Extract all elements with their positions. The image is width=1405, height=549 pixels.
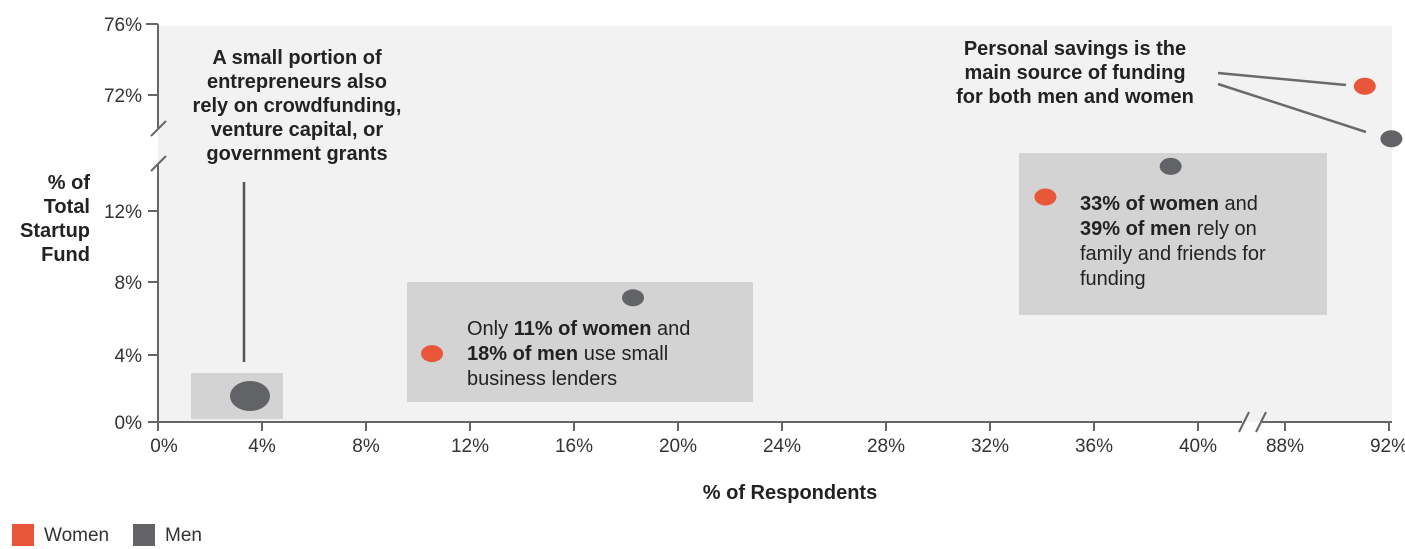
annotation-family-line-segment: 39% of men: [1080, 218, 1191, 240]
y-tick-label: 76%: [104, 15, 142, 36]
y-axis-label-line: Total: [44, 196, 90, 218]
point-women-4: [1354, 78, 1376, 95]
annotation-crowdfunding-line: A small portion of: [212, 47, 382, 69]
point-women-3: [1034, 189, 1056, 206]
annotation-lenders-line-segment: and: [652, 318, 691, 340]
annotation-lenders-line-segment: 18% of men: [467, 343, 578, 365]
point-men-4: [1380, 130, 1402, 147]
y-tick-label: 8%: [115, 273, 143, 294]
annotation-lenders-line: business lenders: [467, 368, 617, 390]
annotation-family-line: family and friends for: [1080, 243, 1266, 265]
annotation-savings-line: main source of funding: [964, 62, 1185, 84]
x-tick-label: 92%: [1370, 436, 1405, 457]
y-axis-label-line: Startup: [20, 220, 90, 242]
annotation-crowdfunding-line: rely on crowdfunding,: [193, 95, 402, 117]
annotation-savings-line: Personal savings is the: [964, 38, 1186, 60]
annotation-savings-line: for both men and women: [956, 86, 1194, 108]
annotation-family-line-segment: family and friends for: [1080, 243, 1266, 265]
x-tick-label: 28%: [867, 436, 905, 457]
annotation-family-line-segment: rely on: [1191, 218, 1257, 240]
x-tick-label: 12%: [451, 436, 489, 457]
annotation-lenders-line: Only 11% of women and: [467, 318, 690, 340]
y-axis-label-line: % of: [48, 172, 91, 194]
annotation-family-line: funding: [1080, 268, 1146, 290]
annotation-family-line: 39% of men rely on: [1080, 218, 1257, 240]
y-tick-label: 12%: [104, 202, 142, 223]
x-tick-label: 36%: [1075, 436, 1113, 457]
annotation-family-line-segment: and: [1219, 193, 1258, 215]
annotation-family-line-segment: 33% of women: [1080, 193, 1219, 215]
annotation-family-line-segment: funding: [1080, 268, 1146, 290]
annotation-lenders-line: 18% of men use small: [467, 343, 668, 365]
x-tick-label: 32%: [971, 436, 1009, 457]
point-women-2: [421, 345, 443, 362]
x-tick-label: 88%: [1266, 436, 1304, 457]
x-tick-label: 8%: [352, 436, 380, 457]
y-tick-label: 72%: [104, 86, 142, 107]
y-tick-label: 4%: [115, 346, 143, 367]
legend-label-men: Men: [165, 525, 202, 546]
annotation-lenders-line-segment: 11% of women: [514, 318, 652, 340]
legend-swatch-women: [12, 524, 34, 546]
x-tick-label: 24%: [763, 436, 801, 457]
x-axis-label: % of Respondents: [703, 482, 877, 504]
x-tick-label: 16%: [555, 436, 593, 457]
annotation-crowdfunding-line: government grants: [206, 143, 387, 165]
y-axis-label-line: Fund: [41, 244, 90, 266]
legend-label-women: Women: [44, 525, 109, 546]
x-tick-label: 0%: [150, 436, 178, 457]
annotation-lenders-line-segment: business lenders: [467, 368, 617, 390]
annotation-family-line: 33% of women and: [1080, 193, 1258, 215]
annotation-lenders-line-segment: use small: [578, 343, 668, 365]
point-men-3: [1160, 158, 1182, 175]
point-men-1: [230, 381, 270, 411]
x-tick-label: 4%: [248, 436, 276, 457]
point-men-2: [622, 289, 644, 306]
annotation-crowdfunding-line: entrepreneurs also: [207, 71, 387, 93]
x-tick-label: 40%: [1179, 436, 1217, 457]
legend-swatch-men: [133, 524, 155, 546]
y-tick-label: 0%: [115, 413, 143, 434]
annotation-lenders-line-segment: Only: [467, 318, 514, 340]
annotation-crowdfunding-line: venture capital, or: [211, 119, 383, 141]
x-tick-label: 20%: [659, 436, 697, 457]
